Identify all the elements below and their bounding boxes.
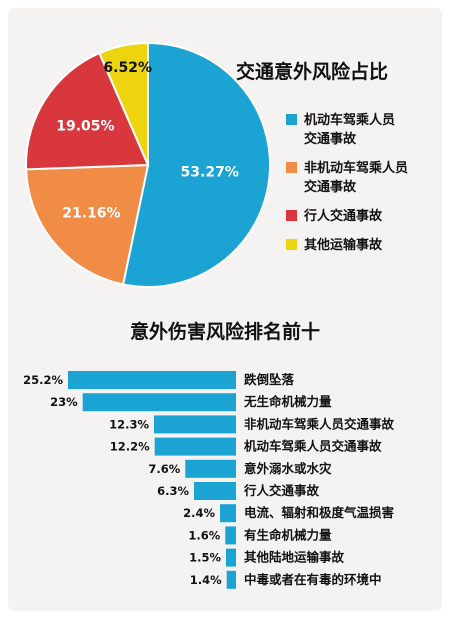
bar — [82, 393, 236, 412]
pie-slice — [121, 41, 272, 288]
bar — [68, 371, 236, 389]
pie-slice — [98, 41, 149, 166]
bar-category-label: 行人交通事故 — [243, 483, 320, 498]
bar-category-label: 跌倒坠落 — [244, 372, 295, 387]
bar-category-label: 电流、辐射和极度气温损害 — [244, 505, 394, 520]
bar — [154, 415, 236, 434]
bar-value-label: 2.4% — [183, 506, 215, 520]
bar-value-label: 23% — [50, 395, 78, 409]
bar — [226, 548, 236, 567]
pie-slice-label: 53.27% — [181, 164, 239, 180]
bar-value-label: 7.6% — [148, 462, 180, 476]
bar — [220, 504, 236, 523]
bar-value-label: 12.2% — [110, 440, 150, 454]
bar-value-label: 1.6% — [188, 528, 220, 542]
pie-slice-label: 21.16% — [62, 206, 120, 222]
bar-value-label: 25.2% — [23, 373, 63, 387]
legend-label: 行人交通事故 — [303, 208, 383, 224]
bar — [185, 459, 236, 478]
legend-swatch — [286, 162, 297, 173]
bar-value-label: 1.5% — [189, 551, 221, 565]
pie-chart: 53.27% 21.16% 19.05% 6.52% — [25, 41, 272, 288]
bar-category-label: 中毒或者在有毒的环境中 — [244, 572, 382, 587]
bar-value-label: 12.3% — [109, 417, 149, 431]
legend-label: 机动车驾乘人员 — [304, 112, 395, 128]
bar — [194, 482, 236, 500]
bar-chart-title: 意外伤害风险排名前十 — [130, 320, 320, 343]
bar-category-label: 有生命机械力量 — [244, 527, 332, 542]
bar-category-label: 机动车驾乘人员交通事故 — [244, 439, 382, 454]
legend-swatch — [286, 114, 297, 125]
bar-value-label: 1.4% — [190, 573, 222, 587]
pie-slice — [25, 163, 150, 286]
bar — [225, 526, 236, 545]
bar-category-label: 意外溺水或水灾 — [244, 461, 332, 476]
legend-swatch — [286, 239, 297, 250]
pie-slice — [25, 51, 150, 171]
bar — [226, 570, 236, 589]
legend-label: 其他运输事故 — [304, 237, 383, 253]
bar-value-label: 6.3% — [157, 484, 189, 498]
pie-slice-label: 19.05% — [56, 119, 114, 135]
legend-swatch — [286, 210, 297, 221]
legend-label: 交通事故 — [304, 179, 357, 195]
bar-category-label: 其他陆地运输事故 — [244, 550, 345, 565]
legend-label: 非机动车驾乘人员 — [304, 160, 408, 176]
pie-chart-title: 交通意外风险占比 — [236, 60, 388, 83]
bar — [154, 437, 236, 456]
bar-chart: 25.2% 跌倒坠落 23% 无生命机械力量 12.3% 非机动车驾乘人员交通事故 12.2… — [23, 371, 395, 589]
pie-slice-label: 6.52% — [103, 60, 152, 76]
bar-category-label: 非机动车驾乘人员交通事故 — [244, 416, 395, 431]
legend-label: 交通事故 — [304, 131, 357, 147]
bar-category-label: 无生命机械力量 — [243, 394, 332, 409]
